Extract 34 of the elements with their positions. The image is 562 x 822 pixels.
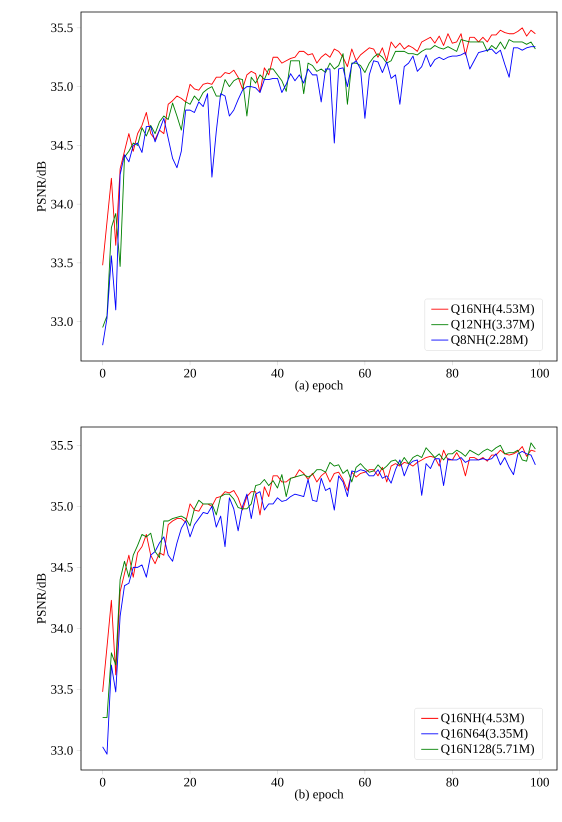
y-tick-label: 33.0 xyxy=(51,746,73,755)
x-axis-title: (b) epoch xyxy=(294,789,344,802)
x-tick-label: 100 xyxy=(531,368,549,378)
y-tick-label: 34.0 xyxy=(51,624,73,633)
x-tick-label: 60 xyxy=(358,368,371,378)
x-tick-label: 0 xyxy=(100,778,106,787)
x-tick-label: 0 xyxy=(100,368,106,378)
y-tick-label: 35.0 xyxy=(51,502,73,511)
y-tick-label: 35.5 xyxy=(51,440,73,450)
x-tick-label: 100 xyxy=(531,778,549,787)
y-tick-label: 34.5 xyxy=(51,563,73,572)
y-tick-label: 34.5 xyxy=(51,140,73,150)
y-tick-label: 33.5 xyxy=(51,258,73,268)
legend-label: Q8NH(2.28M) xyxy=(451,334,528,347)
legend-label: Q16N64(3.35M) xyxy=(441,728,528,740)
x-tick-label: 40 xyxy=(271,778,284,787)
legend-label: Q16N128(5.71M) xyxy=(441,744,534,756)
legend-label: Q16NH(4.53M) xyxy=(451,304,534,316)
y-tick-label: 35.0 xyxy=(51,82,73,92)
x-tick-label: 40 xyxy=(271,368,284,378)
x-tick-label: 20 xyxy=(184,368,196,378)
x-tick-label: 80 xyxy=(446,368,458,378)
y-tick-label: 33.0 xyxy=(51,317,73,326)
y-tick-label: 35.5 xyxy=(51,23,73,32)
y-axis-title: PSNR/dB xyxy=(36,162,46,212)
x-tick-label: 20 xyxy=(184,778,196,787)
y-tick-label: 34.0 xyxy=(51,200,73,209)
x-tick-label: 60 xyxy=(358,778,371,787)
y-tick-label: 33.5 xyxy=(51,685,73,694)
legend-label: Q16NH(4.53M) xyxy=(441,713,524,725)
x-tick-label: 80 xyxy=(446,778,458,787)
x-axis-title: (a) epoch xyxy=(295,380,344,392)
y-axis-title: PSNR/dB xyxy=(36,574,46,624)
legend-label: Q12NH(3.37M) xyxy=(451,319,534,332)
